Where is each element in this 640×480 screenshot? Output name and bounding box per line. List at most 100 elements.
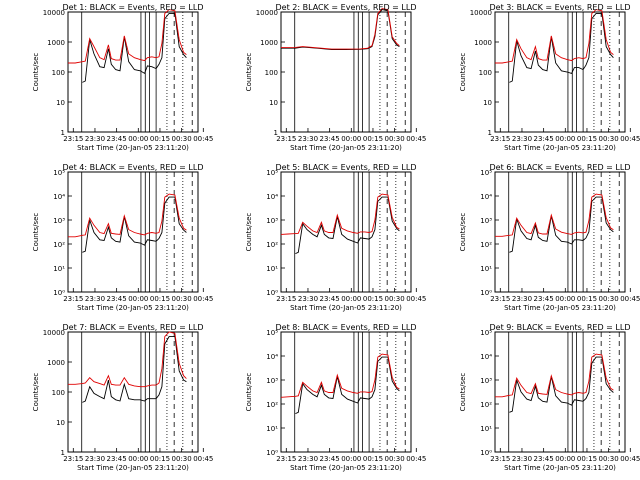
x-tick-label: 23:45: [107, 135, 127, 143]
x-tick-label: 00:30: [599, 295, 619, 303]
panel-title: Det 6: BLACK = Events, RED = LLD: [490, 163, 631, 172]
x-tick-label: 00:15: [150, 135, 170, 143]
x-tick-label: 00:00: [341, 295, 361, 303]
x-tick-label: 23:30: [512, 135, 532, 143]
plot-frame: [67, 331, 199, 453]
y-tick-label: 10⁵: [480, 169, 492, 177]
y-tick-label: 10: [56, 419, 65, 427]
x-tick-label: 00:00: [128, 135, 148, 143]
x-tick-label: 00:00: [128, 295, 148, 303]
y-tick-label: 10000: [256, 9, 278, 17]
series-lld: [68, 193, 187, 238]
x-tick-label: 00:30: [385, 135, 405, 143]
x-tick-label: 00:45: [620, 295, 640, 303]
x-tick-label: 00:45: [193, 135, 213, 143]
x-tick-label: 23:30: [85, 455, 105, 463]
y-tick-label: 1000: [260, 39, 278, 47]
plot-frame: [280, 171, 412, 293]
x-tick-label: 00:30: [599, 135, 619, 143]
y-tick-label: 10000: [43, 329, 65, 337]
y-axis-label: Counts/sec: [459, 53, 467, 92]
x-tick-label: 23:30: [298, 295, 318, 303]
series-events: [295, 196, 400, 255]
plot-frame: [67, 171, 199, 293]
y-tick-label: 10⁴: [266, 193, 278, 201]
x-tick-label: 00:30: [172, 135, 192, 143]
y-tick-label: 10⁴: [480, 193, 492, 201]
x-tick-label: 00:15: [363, 455, 383, 463]
x-axis-label: Start Time (20-Jan-05 23:11:20): [504, 304, 616, 312]
x-tick-label: 00:30: [172, 295, 192, 303]
series-lld: [68, 331, 187, 388]
x-tick-label: 00:00: [555, 295, 575, 303]
x-tick-label: 23:15: [63, 455, 83, 463]
x-tick-label: 23:30: [85, 295, 105, 303]
detector-panel-6: 23:15 23:30 23:45 00:00 00:15 00:30 00:45 10⁰ 10…: [459, 163, 640, 312]
x-axis-label: Start Time (20-Jan-05 23:11:20): [290, 144, 402, 152]
series-lld: [495, 9, 614, 64]
y-tick-label: 10⁰: [53, 289, 65, 297]
y-axis-label: Counts/sec: [245, 213, 253, 252]
x-tick-label: 23:15: [490, 135, 510, 143]
plot-frame: [494, 11, 626, 133]
detector-panel-5: 23:15 23:30 23:45 00:00 00:15 00:30 00:45 10⁰ 10…: [245, 163, 426, 312]
x-tick-label: 23:45: [320, 455, 340, 463]
y-tick-label: 1: [61, 129, 65, 137]
series-lld: [495, 353, 614, 398]
plot-frame: [494, 171, 626, 293]
x-tick-label: 23:45: [320, 295, 340, 303]
y-tick-label: 10²: [480, 241, 492, 249]
x-tick-label: 23:15: [276, 295, 296, 303]
x-tick-label: 23:30: [85, 135, 105, 143]
x-tick-label: 23:30: [298, 135, 318, 143]
x-tick-label: 23:15: [63, 135, 83, 143]
x-tick-label: 00:30: [385, 455, 405, 463]
x-axis-label: Start Time (20-Jan-05 23:11:20): [77, 144, 189, 152]
plot-frame: [67, 11, 199, 133]
x-tick-label: 23:30: [298, 455, 318, 463]
detector-panel-2: 23:15 23:30 23:45 00:00 00:15 00:30 00:45 1 10 10…: [245, 3, 426, 152]
y-axis-label: Counts/sec: [32, 373, 40, 412]
x-tick-label: 00:00: [555, 135, 575, 143]
series-events: [509, 12, 614, 83]
y-tick-label: 10⁴: [480, 353, 492, 361]
panel-title: Det 7: BLACK = Events, RED = LLD: [63, 323, 204, 332]
y-tick-label: 10⁵: [266, 169, 278, 177]
series-events: [509, 196, 614, 253]
series-lld: [68, 9, 187, 64]
x-tick-label: 23:45: [534, 135, 554, 143]
x-tick-label: 23:15: [276, 455, 296, 463]
detector-panel-9: 23:15 23:30 23:45 00:00 00:15 00:30 00:45 10⁰ 10…: [459, 323, 640, 472]
y-tick-label: 10³: [53, 217, 65, 225]
y-tick-label: 10⁰: [266, 449, 278, 457]
x-tick-label: 00:15: [577, 455, 597, 463]
y-tick-label: 10: [483, 99, 492, 107]
y-tick-label: 1000: [474, 39, 492, 47]
y-tick-label: 10¹: [53, 265, 65, 273]
x-axis-label: Start Time (20-Jan-05 23:11:20): [290, 304, 402, 312]
y-tick-label: 10²: [480, 401, 492, 409]
x-tick-label: 23:45: [534, 455, 554, 463]
y-tick-label: 10¹: [480, 265, 492, 273]
x-tick-label: 23:45: [534, 295, 554, 303]
x-axis-label: Start Time (20-Jan-05 23:11:20): [77, 464, 189, 472]
x-tick-label: 00:45: [406, 455, 426, 463]
plot-frame: [280, 331, 412, 453]
y-tick-label: 10⁵: [480, 329, 492, 337]
y-axis-label: Counts/sec: [459, 373, 467, 412]
detector-panel-3: 23:15 23:30 23:45 00:00 00:15 00:30 00:45 1 10 10…: [459, 3, 640, 152]
y-tick-label: 10³: [480, 377, 492, 385]
x-tick-label: 00:30: [599, 455, 619, 463]
y-tick-label: 10²: [53, 241, 65, 249]
x-tick-label: 23:45: [320, 135, 340, 143]
panel-title: Det 1: BLACK = Events, RED = LLD: [63, 3, 204, 12]
x-tick-label: 23:15: [490, 295, 510, 303]
x-tick-label: 00:45: [406, 295, 426, 303]
y-tick-label: 10⁰: [480, 449, 492, 457]
y-tick-label: 100: [52, 69, 65, 77]
y-tick-label: 10²: [266, 241, 278, 249]
series-lld: [280, 353, 400, 398]
x-tick-label: 00:00: [341, 135, 361, 143]
y-tick-label: 10: [56, 99, 65, 107]
